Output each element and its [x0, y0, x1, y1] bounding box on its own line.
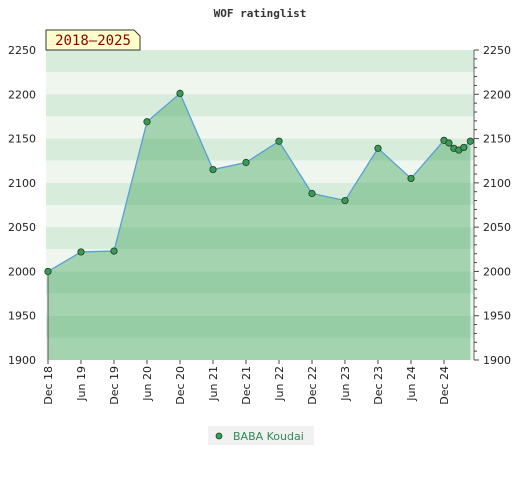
background-band	[46, 50, 474, 73]
legend[interactable]: BABA Koudai	[208, 426, 314, 445]
x-tick-label: Jun 23	[339, 366, 352, 402]
data-point[interactable]	[445, 139, 453, 147]
x-tick-label: Dec 24	[438, 366, 451, 405]
background-band	[46, 116, 474, 139]
background-band	[46, 182, 474, 205]
x-tick-label: Dec 18	[42, 366, 55, 405]
background-band	[46, 249, 474, 272]
data-point[interactable]	[341, 196, 349, 205]
legend-box	[208, 426, 314, 445]
chart-title: WOF ratinglist	[214, 7, 307, 20]
axis-layer: 1900 1900 1950 1950 2000 2000 2050 2050 2100 2100…	[8, 44, 511, 405]
background-band	[46, 271, 474, 294]
y-tick-label-left: 2050	[8, 221, 36, 234]
series-layer	[44, 89, 474, 276]
y-tick-label-left: 1950	[8, 310, 36, 323]
background-band	[46, 315, 474, 338]
y-tick-label-right: 2200	[483, 88, 511, 101]
background-band	[46, 138, 474, 161]
data-point[interactable]	[44, 267, 52, 276]
data-point[interactable]	[242, 158, 250, 167]
y-tick-label-left: 2250	[8, 44, 36, 57]
data-point[interactable]	[308, 189, 316, 198]
x-tick-label: Dec 23	[372, 366, 385, 405]
y-tick-label-right: 1900	[483, 354, 511, 367]
y-tick-label-left: 2200	[8, 88, 36, 101]
y-tick-label-right: 2150	[483, 133, 511, 146]
data-point[interactable]	[176, 89, 184, 98]
y-tick-label-left: 2150	[8, 133, 36, 146]
background-band	[46, 293, 474, 316]
background-band	[46, 227, 474, 250]
y-tick-label-right: 2050	[483, 221, 511, 234]
background-band	[46, 205, 474, 228]
y-tick-label-right: 2000	[483, 265, 511, 278]
legend-marker	[215, 432, 223, 440]
y-tick-label-right: 2250	[483, 44, 511, 57]
background-band	[46, 337, 474, 360]
x-tick-label: Dec 22	[306, 366, 319, 405]
data-point[interactable]	[77, 248, 85, 256]
data-point[interactable]	[209, 165, 217, 174]
background-bands	[46, 50, 474, 360]
data-point[interactable]	[407, 174, 415, 183]
data-point[interactable]	[275, 137, 283, 145]
y-tick-label-right: 1950	[483, 310, 511, 323]
data-point[interactable]	[466, 137, 474, 145]
x-tick-label: Jun 24	[405, 366, 418, 402]
legend-label: BABA Koudai	[233, 430, 304, 443]
background-band	[46, 72, 474, 95]
background-band	[46, 94, 474, 117]
x-tick-label: Jun 22	[273, 366, 286, 402]
period-badge-text: 2018–2025	[55, 33, 131, 49]
data-point[interactable]	[110, 247, 118, 255]
data-point[interactable]	[374, 144, 382, 152]
x-tick-label: Dec 19	[108, 366, 121, 405]
x-tick-label: Dec 21	[240, 366, 253, 405]
data-point[interactable]	[460, 143, 468, 152]
y-tick-label-left: 1900	[8, 354, 36, 367]
period-badge-box	[45, 29, 141, 51]
y-tick-label-left: 2100	[8, 177, 36, 190]
x-tick-label: Dec 20	[174, 366, 187, 405]
y-tick-label-left: 2000	[8, 265, 36, 278]
x-tick-label: Jun 20	[141, 366, 154, 402]
series-area	[48, 93, 471, 361]
x-tick-label: Jun 19	[75, 366, 88, 402]
y-tick-label-right: 2100	[483, 177, 511, 190]
x-tick-label: Jun 21	[207, 366, 220, 402]
period-badge: 2018–2025	[45, 29, 141, 51]
data-point[interactable]	[143, 118, 151, 126]
area-layer	[48, 93, 471, 361]
